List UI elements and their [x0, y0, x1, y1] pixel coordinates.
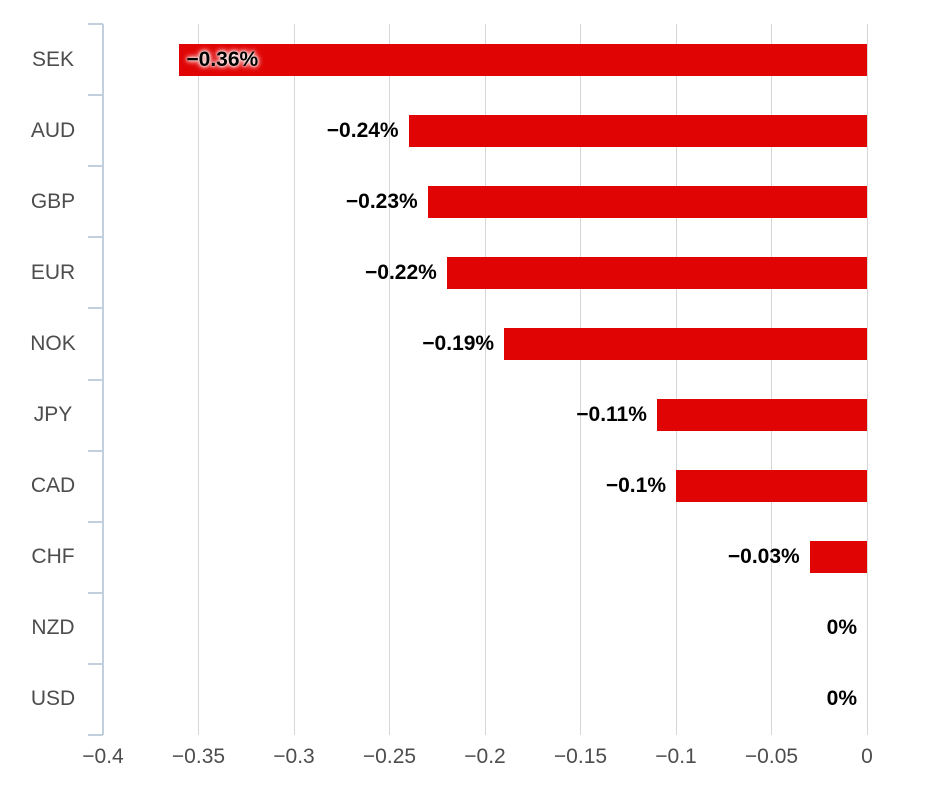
value-label-aud: −0.24% — [326, 118, 399, 142]
bar-jpy[interactable] — [656, 399, 867, 432]
value-label-sek: −0.36% — [186, 47, 259, 71]
y-axis-line — [102, 24, 104, 735]
y-axis-tick — [88, 307, 103, 310]
x-tick-label-3: −0.25 — [362, 745, 417, 768]
category-label-eur: EUR — [30, 260, 76, 284]
value-label-usd: 0% — [826, 687, 857, 711]
x-tick-label-4: −0.2 — [464, 745, 506, 768]
category-label-sek: SEK — [31, 47, 75, 71]
value-label-gbp: −0.23% — [345, 189, 418, 213]
gridline — [675, 24, 677, 735]
bar-sek[interactable] — [179, 43, 867, 76]
gridline — [771, 24, 772, 735]
y-axis-tick — [88, 520, 103, 523]
x-tick-label-2: −0.3 — [273, 745, 315, 768]
y-axis-tick — [88, 734, 103, 736]
category-label-gbp: GBP — [30, 189, 76, 213]
gridline — [580, 24, 581, 735]
y-axis-tick — [88, 378, 103, 381]
value-label-cad: −0.1% — [605, 474, 666, 498]
gridline — [484, 24, 486, 735]
x-tick-label-6: −0.1 — [655, 745, 697, 768]
category-label-jpy: JPY — [33, 403, 73, 427]
x-tick-label-5: −0.15 — [553, 745, 608, 768]
gridline — [198, 24, 199, 735]
y-axis-tick — [88, 449, 103, 452]
gridline — [293, 24, 295, 735]
bar-eur[interactable] — [446, 256, 867, 289]
bar-nok[interactable] — [504, 327, 867, 360]
category-label-nzd: NZD — [31, 616, 75, 640]
value-label-nok: −0.19% — [422, 331, 495, 355]
bar-cad[interactable] — [676, 470, 867, 503]
category-label-chf: CHF — [31, 545, 75, 569]
x-tick-label-0: −0.4 — [82, 745, 124, 768]
value-label-nzd: 0% — [826, 616, 857, 640]
y-axis-tick — [88, 662, 103, 665]
value-label-chf: −0.03% — [727, 545, 800, 569]
gridline — [866, 24, 868, 735]
y-axis-tick — [88, 23, 103, 25]
category-label-nok: NOK — [30, 331, 76, 355]
y-axis-tick — [88, 591, 103, 594]
y-axis-tick — [88, 94, 103, 97]
bar-chf[interactable] — [809, 541, 867, 574]
x-tick-label-8: 0 — [861, 745, 873, 768]
bar-gbp[interactable] — [427, 185, 867, 218]
gridline — [389, 24, 390, 735]
x-tick-label-1: −0.35 — [171, 745, 226, 768]
category-label-cad: CAD — [30, 474, 76, 498]
value-label-eur: −0.22% — [365, 260, 437, 284]
value-label-jpy: −0.11% — [576, 403, 647, 427]
bar-aud[interactable] — [408, 114, 867, 147]
y-axis-tick — [88, 236, 103, 239]
category-label-usd: USD — [30, 687, 76, 711]
x-tick-label-7: −0.05 — [744, 745, 799, 768]
category-label-aud: AUD — [30, 118, 76, 142]
y-axis-tick — [88, 165, 103, 168]
